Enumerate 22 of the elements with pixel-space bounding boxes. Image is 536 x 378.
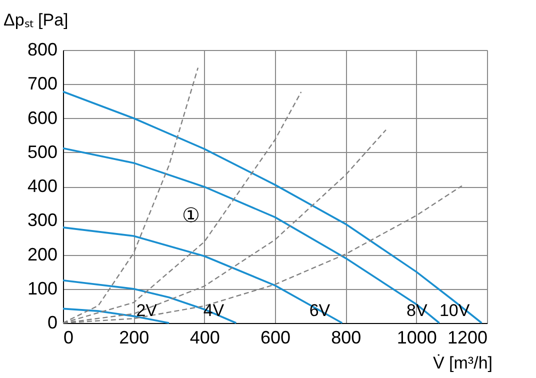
y-tick-label: 700 (27, 74, 58, 94)
y-tick-label: 300 (27, 210, 58, 230)
x-tick-label: 1000 (396, 328, 437, 348)
y-tick-label: 0 (47, 312, 58, 332)
y-tick-label: 400 (27, 176, 58, 196)
y-tick-label: 500 (27, 142, 58, 162)
series-label: 2V (136, 301, 158, 320)
y-tick-label: 200 (27, 244, 58, 264)
series-label: 8V (406, 301, 428, 320)
annotation: ① (182, 203, 200, 227)
y-tick-label: 800 (27, 40, 58, 60)
x-tick-label: 200 (119, 328, 150, 348)
x-tick-label: 600 (260, 328, 291, 348)
x-tick-label: 1200 (447, 328, 488, 348)
x-tick-label: 400 (190, 328, 220, 348)
series-label: 10V (439, 301, 470, 320)
x-tick-label: 800 (331, 328, 362, 348)
y-tick-label: 100 (27, 278, 58, 298)
y-axis-title: Δpₛₜ [Pa] (4, 10, 68, 30)
x-axis-title: V̇ [m³/h] (432, 354, 492, 372)
x-tick-label: 0 (64, 328, 74, 348)
y-tick-label: 600 (27, 108, 58, 128)
